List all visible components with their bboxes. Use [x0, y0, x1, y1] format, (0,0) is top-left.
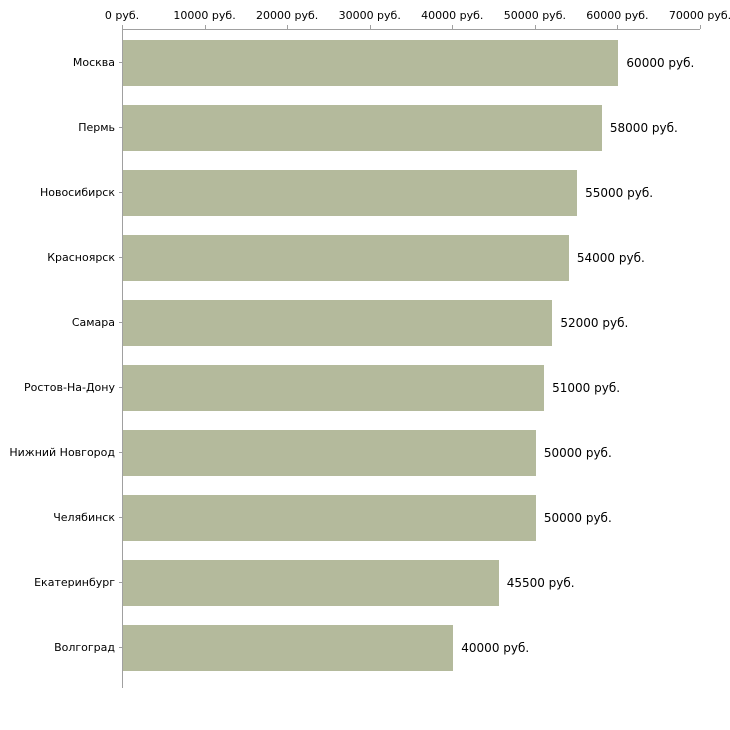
value-label: 40000 руб. [461, 640, 530, 655]
bar-row: Москва 60000 руб. [73, 30, 730, 95]
category-label: Новосибирск [39, 186, 115, 199]
category-label: Москва [72, 56, 115, 69]
value-label: 45500 руб. [506, 575, 575, 590]
x-tick-label: 20000 руб. [256, 9, 319, 22]
value-label: 50000 руб. [543, 510, 612, 525]
bar [123, 234, 569, 281]
bar [123, 39, 619, 86]
x-tick-mark-icon [204, 25, 206, 29]
x-tick-mark-icon [534, 25, 536, 29]
x-tick-label: 40000 руб. [421, 9, 484, 22]
bar-row: Самара 52000 руб. [72, 290, 730, 355]
x-tick-mark-icon [617, 25, 619, 29]
bar [123, 559, 499, 606]
x-tick-mark-icon [452, 25, 454, 29]
bar [123, 299, 553, 346]
value-label: 60000 руб. [626, 55, 695, 70]
x-tick-mark-icon [287, 25, 289, 29]
x-tick-mark-icon [700, 25, 701, 29]
category-label: Пермь [78, 121, 115, 134]
bar-row: Ростов-На-Дону 51000 руб. [24, 355, 730, 420]
x-tick-label: 0 руб. [104, 9, 140, 22]
y-tick-mark-icon [119, 127, 123, 128]
y-tick-mark-icon [119, 62, 123, 63]
bar [123, 104, 602, 151]
bar [123, 364, 545, 411]
x-tick-label: 10000 руб. [173, 9, 236, 22]
y-tick-mark-icon [119, 257, 123, 258]
category-label: Челябинск [53, 511, 115, 524]
x-tick-mark-icon [369, 25, 371, 29]
x-tick-label: 60000 руб. [586, 9, 649, 22]
bar-row: Волгоград 40000 руб. [54, 615, 730, 680]
category-label: Самара [71, 316, 115, 329]
x-axis: 0 руб. 10000 руб. 20000 руб. 30000 руб. 4000… [105, 9, 730, 30]
value-label: 54000 руб. [576, 250, 645, 265]
x-tick-label: 30000 руб. [338, 9, 401, 22]
bar-row: Челябинск 50000 руб. [53, 485, 730, 550]
y-tick-mark-icon [119, 647, 123, 648]
bar [123, 494, 536, 541]
category-label: Екатеринбург [34, 576, 115, 589]
y-tick-mark-icon [119, 452, 123, 453]
category-label: Волгоград [54, 641, 115, 654]
bar-row: Екатеринбург 45500 руб. [34, 550, 730, 615]
bar [123, 624, 454, 671]
bar [123, 169, 578, 216]
y-tick-mark-icon [119, 192, 123, 193]
plot-area: Москва 60000 руб. Пермь 58000 руб. Новосибир… [9, 30, 730, 688]
x-tick-label: 70000 руб. [668, 9, 730, 22]
category-label: Красноярск [47, 251, 115, 264]
y-tick-mark-icon [119, 582, 123, 583]
category-label: Ростов-На-Дону [23, 381, 115, 394]
bar-row: Новосибирск 55000 руб. [40, 160, 730, 225]
value-label: 52000 руб. [560, 315, 629, 330]
y-tick-mark-icon [119, 322, 123, 323]
bar [123, 429, 536, 476]
y-tick-mark-icon [119, 387, 123, 388]
bar-row: Красноярск 54000 руб. [47, 225, 730, 290]
x-tick-label: 50000 руб. [503, 9, 566, 22]
x-tick-mark-icon [122, 25, 123, 29]
category-label: Нижний Новгород [9, 446, 115, 459]
y-tick-mark-icon [119, 517, 123, 518]
value-label: 55000 руб. [585, 185, 654, 200]
bar-row: Пермь 58000 руб. [78, 95, 730, 160]
value-label: 50000 руб. [543, 445, 612, 460]
bar-row: Нижний Новгород 50000 руб. [9, 420, 730, 485]
value-label: 58000 руб. [609, 120, 678, 135]
value-label: 51000 руб. [552, 380, 621, 395]
